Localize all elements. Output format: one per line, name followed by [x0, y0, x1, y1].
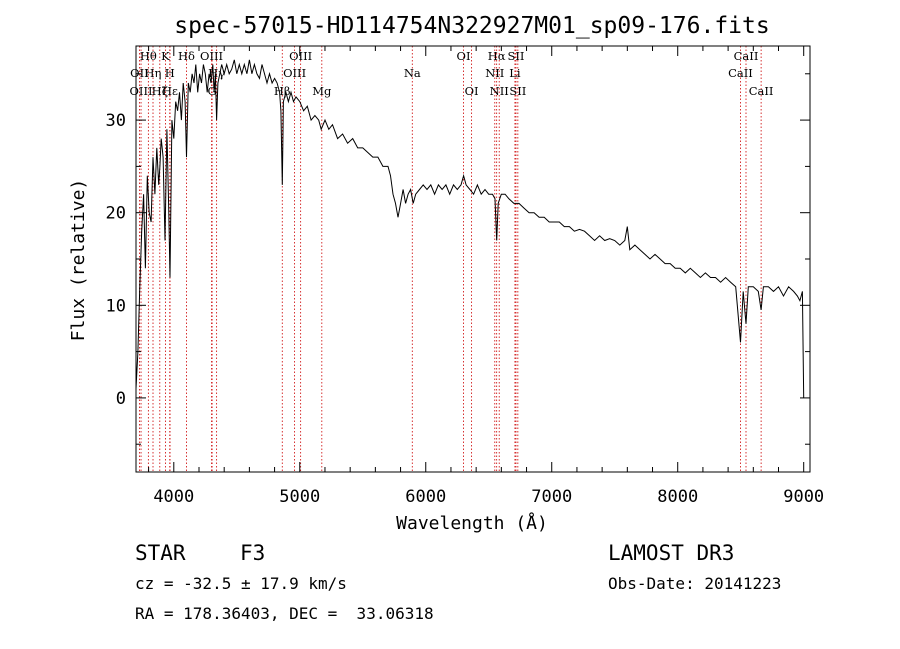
- marker-label-19: NII: [485, 66, 504, 80]
- marker-label-5: K: [161, 49, 170, 63]
- marker-label-2: OIII: [130, 84, 153, 98]
- marker-label-7: Hε: [162, 84, 178, 98]
- marker-label-14: OIII: [289, 49, 312, 63]
- plot-frame: [135, 45, 811, 473]
- marker-label-4: Hζ: [152, 84, 168, 98]
- chart-title: spec-57015-HD114754N322927M01_sp09-176.f…: [174, 13, 769, 39]
- marker-label-23: SII: [507, 49, 524, 63]
- coordinates-readout: RA = 178.36403, DEC = 33.06318: [135, 604, 434, 623]
- object-class: STAR: [135, 541, 186, 565]
- marker-label-20: Hα: [488, 49, 506, 63]
- marker-label-27: CaII: [749, 84, 774, 98]
- y-tick-label-10: 10: [106, 296, 126, 316]
- marker-label-18: OI: [465, 84, 479, 98]
- marker-label-17: OI: [457, 49, 471, 63]
- y-tick-label-20: 20: [106, 204, 126, 224]
- marker-label-8: Hδ: [178, 49, 195, 63]
- x-tick-label-7000: 7000: [531, 487, 572, 507]
- x-tick-label-5000: 5000: [279, 487, 320, 507]
- marker-label-26: CaII: [734, 49, 759, 63]
- marker-label-25: CaII: [728, 66, 753, 80]
- marker-label-16: Na: [404, 66, 421, 80]
- marker-label-9: OIII: [200, 49, 223, 63]
- axis-ticks: 4000 5000 6000 7000 8000 9000 0 10 20 30: [106, 46, 824, 507]
- x-tick-label-9000: 9000: [783, 487, 824, 507]
- marker-label-1: OII: [130, 66, 149, 80]
- marker-label-21: NII: [490, 84, 509, 98]
- x-tick-label-4000: 4000: [153, 487, 194, 507]
- y-axis-label: Flux (relative): [68, 179, 89, 342]
- marker-label-24: SII: [509, 84, 526, 98]
- x-axis-label: Wavelength (Å): [396, 512, 548, 534]
- y-tick-label-0: 0: [116, 389, 126, 409]
- marker-label-6: H: [165, 66, 175, 80]
- marker-label-10: G: [207, 84, 216, 98]
- marker-label-22: Li: [509, 66, 521, 80]
- survey-name: LAMOST DR3: [608, 541, 735, 565]
- spectrum-line: [135, 59, 805, 398]
- marker-label-13: OIII: [283, 66, 306, 80]
- line-markers: [139, 46, 762, 472]
- x-tick-label-6000: 6000: [405, 487, 446, 507]
- marker-label-3: Hη: [145, 66, 162, 80]
- marker-label-12: Hβ: [274, 84, 291, 98]
- object-subclass: F3: [240, 541, 266, 565]
- redshift-readout: cz = -32.5 ± 17.9 km/s: [135, 574, 347, 593]
- marker-label-15: Mg: [312, 84, 332, 98]
- marker-label-0: Hθ: [140, 49, 157, 63]
- y-tick-label-30: 30: [106, 111, 126, 131]
- x-tick-label-8000: 8000: [657, 487, 698, 507]
- observation-date: Obs-Date: 20141223: [608, 574, 782, 593]
